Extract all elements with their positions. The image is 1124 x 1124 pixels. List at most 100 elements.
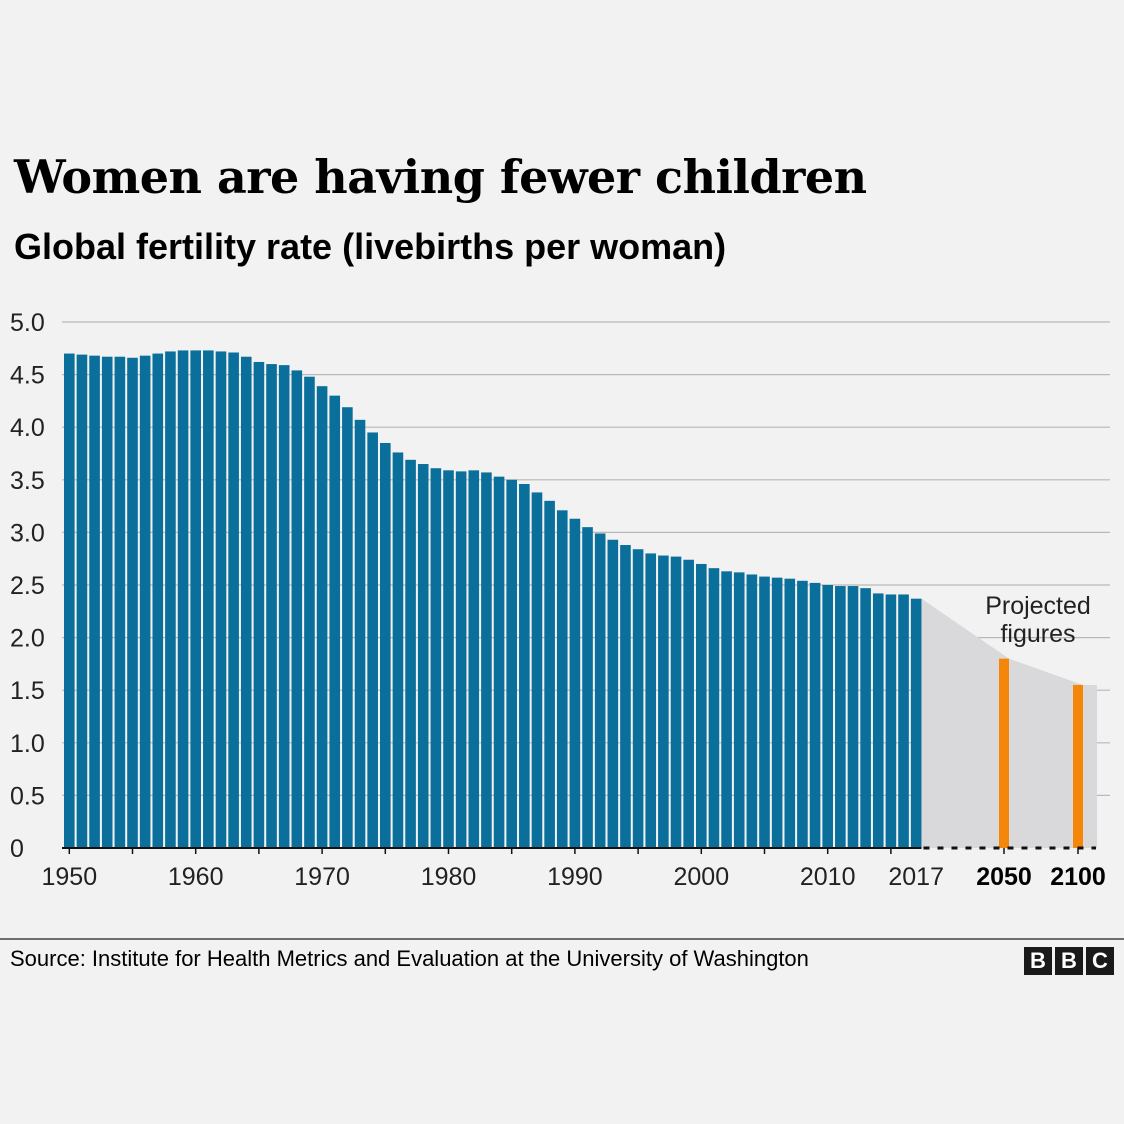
y-tick-label: 4.5 xyxy=(10,362,45,390)
bbc-logo-letter: B xyxy=(1055,947,1083,975)
historical-bar xyxy=(380,442,391,848)
historical-bar xyxy=(872,593,884,848)
historical-bar xyxy=(771,577,783,848)
historical-bar xyxy=(683,559,694,848)
historical-bar xyxy=(708,568,720,848)
historical-bar xyxy=(885,594,897,848)
historical-bar xyxy=(215,351,227,848)
historical-bar xyxy=(392,452,404,848)
y-tick-label: 0 xyxy=(10,835,24,863)
historical-bar xyxy=(455,471,467,848)
historical-bar xyxy=(632,549,644,848)
historical-bar xyxy=(569,518,581,848)
historical-bar xyxy=(228,352,239,848)
historical-bar xyxy=(165,351,176,848)
historical-bar xyxy=(114,356,126,848)
x-tick-label: 1960 xyxy=(168,863,224,891)
projection-band xyxy=(921,598,1097,848)
x-tick-label: 2017 xyxy=(888,863,944,891)
historical-bar xyxy=(291,370,303,848)
historical-bar xyxy=(670,556,682,848)
y-tick-label: 3.5 xyxy=(10,467,45,495)
y-tick-label: 5.0 xyxy=(10,309,45,337)
historical-bar xyxy=(531,492,543,848)
historical-bar xyxy=(203,350,214,848)
historical-bar xyxy=(898,594,909,848)
projected-annotation-line: Projected xyxy=(985,592,1091,620)
historical-bar xyxy=(797,580,808,848)
historical-bar xyxy=(177,350,189,848)
historical-bar xyxy=(468,470,480,848)
historical-bar xyxy=(89,355,100,848)
bbc-logo: B B C xyxy=(1024,947,1114,975)
bbc-logo-letter: B xyxy=(1024,947,1052,975)
chart-subtitle: Global fertility rate (livebirths per wo… xyxy=(14,226,727,267)
projected-bar xyxy=(1073,684,1083,848)
x-tick-label: 2010 xyxy=(800,863,856,891)
historical-bar xyxy=(278,365,290,848)
y-tick-label: 4.0 xyxy=(10,414,45,442)
historical-bar xyxy=(342,407,353,848)
historical-bar xyxy=(76,354,88,848)
historical-bar xyxy=(101,356,113,848)
historical-bar xyxy=(519,484,530,848)
historical-bar xyxy=(607,539,619,848)
x-tick-label-projected: 2100 xyxy=(1050,863,1106,891)
historical-bar xyxy=(620,545,631,848)
chart-title: Women are having fewer children xyxy=(14,150,867,204)
historical-bar xyxy=(253,361,265,848)
historical-bar xyxy=(835,586,846,848)
historical-bar xyxy=(556,510,568,848)
y-tick-label: 0.5 xyxy=(10,782,45,810)
historical-bar xyxy=(240,356,252,848)
historical-bar xyxy=(152,353,164,848)
projected-bar xyxy=(999,658,1009,848)
x-tick-label: 1980 xyxy=(421,863,477,891)
historical-bar xyxy=(847,586,859,848)
historical-bar xyxy=(417,464,429,848)
historical-bar xyxy=(430,468,442,848)
historical-bar xyxy=(746,574,758,848)
historical-bar xyxy=(594,533,606,848)
historical-bar xyxy=(190,350,201,848)
historical-bar xyxy=(860,588,871,848)
historical-bar xyxy=(354,419,366,848)
source-text: Source: Institute for Health Metrics and… xyxy=(10,946,809,971)
y-tick-label: 2.0 xyxy=(10,625,45,653)
historical-bar xyxy=(139,355,151,848)
historical-bar xyxy=(493,476,505,848)
projected-annotation-line: figures xyxy=(1000,620,1075,648)
historical-bar xyxy=(721,571,732,848)
historical-bar xyxy=(733,572,745,848)
historical-bar xyxy=(64,353,75,848)
historical-bar xyxy=(544,500,555,848)
y-tick-label: 1.0 xyxy=(10,730,45,758)
historical-bar xyxy=(658,555,669,848)
historical-bar xyxy=(809,582,821,848)
y-tick-label: 2.5 xyxy=(10,572,45,600)
historical-bar xyxy=(266,364,277,848)
historical-bar xyxy=(316,386,328,848)
x-tick-label-projected: 2050 xyxy=(976,863,1032,891)
y-tick-label: 3.0 xyxy=(10,519,45,547)
historical-bar xyxy=(481,472,492,848)
y-tick-label: 1.5 xyxy=(10,677,45,705)
historical-bar xyxy=(443,470,454,848)
x-tick-label: 2000 xyxy=(673,863,729,891)
historical-bar xyxy=(582,527,593,848)
historical-bar xyxy=(822,585,833,848)
historical-bar xyxy=(645,553,657,848)
x-tick-label: 1990 xyxy=(547,863,603,891)
historical-bar xyxy=(759,576,770,848)
historical-bar xyxy=(696,563,707,848)
bbc-logo-letter: C xyxy=(1086,947,1114,975)
source-divider xyxy=(0,938,1124,940)
historical-bar xyxy=(127,357,138,848)
historical-bar xyxy=(304,376,315,848)
x-tick-label: 1950 xyxy=(41,863,97,891)
historical-bar xyxy=(329,395,341,848)
x-tick-label: 1970 xyxy=(294,863,350,891)
historical-bar xyxy=(910,598,922,848)
fertility-chart: 0 0.5 1.0 1.5 2.0 2.5 3.0 3.5 4.0 4.5 5.0 1950 1960 1… xyxy=(10,309,1110,891)
historical-bar xyxy=(367,432,378,848)
